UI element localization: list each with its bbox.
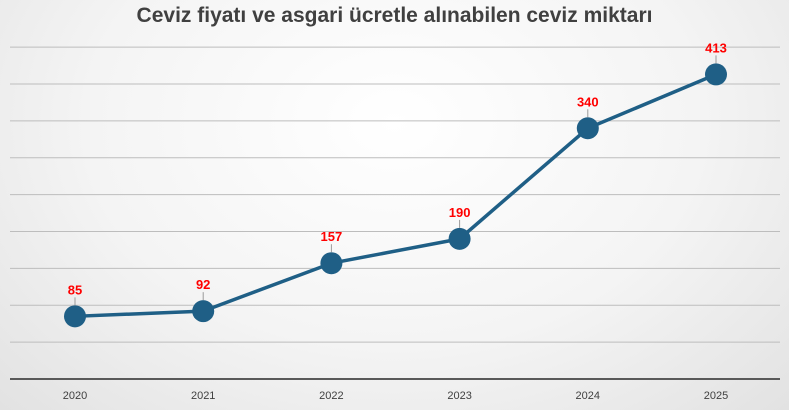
data-label: 190 <box>449 205 471 220</box>
data-point <box>192 300 215 323</box>
data-label: 92 <box>196 277 210 292</box>
data-label: 85 <box>68 282 82 297</box>
data-label: 340 <box>577 94 599 109</box>
data-point <box>705 63 727 86</box>
data-label: 413 <box>705 40 727 55</box>
x-tick-label: 2025 <box>704 390 728 402</box>
x-tick-label: 2022 <box>319 390 343 402</box>
x-tick-label: 2020 <box>63 390 87 402</box>
chart-title: Ceviz fiyatı ve asgari ücretle alınabile… <box>136 4 653 27</box>
series-line <box>74 72 717 319</box>
data-point <box>64 305 86 328</box>
x-tick-label: 2024 <box>576 390 600 402</box>
x-axis: 2020 2021 2022 2023 2024 2025 <box>10 378 780 402</box>
data-label: 157 <box>321 229 343 244</box>
data-point <box>448 227 471 250</box>
series-line-group <box>74 72 717 319</box>
x-tick-label: 2023 <box>447 390 471 402</box>
data-point <box>576 117 599 140</box>
gridlines <box>10 46 780 343</box>
data-point <box>320 252 343 275</box>
data-points <box>64 63 727 328</box>
data-labels: 85 92 157 190 340 413 <box>68 40 727 306</box>
x-tick-label: 2021 <box>191 390 215 402</box>
